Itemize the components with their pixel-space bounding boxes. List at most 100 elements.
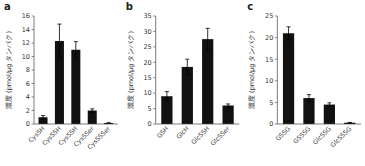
error-cap xyxy=(57,57,61,58)
error-cap xyxy=(57,24,61,25)
y-tick-label: 2 xyxy=(26,107,30,115)
error-cap xyxy=(41,115,45,116)
panel-label: a xyxy=(4,1,11,12)
error-bar xyxy=(327,103,331,106)
y-tick xyxy=(32,110,35,111)
x-tick-label: GSSG xyxy=(274,125,291,142)
y-axis-label: 濃度 (pmol/μg タンパク) xyxy=(127,31,135,109)
y-tick xyxy=(275,59,278,60)
x-axis xyxy=(156,124,240,125)
bar xyxy=(222,105,233,124)
bar xyxy=(303,98,314,124)
x-tick-label: CysSSSer xyxy=(86,124,113,151)
bars xyxy=(39,24,114,124)
y-tick xyxy=(275,124,278,125)
y-tick-label: 0 xyxy=(26,120,30,128)
y-tick-label: 8 xyxy=(26,66,30,74)
error-line xyxy=(288,27,289,40)
error-cap xyxy=(185,59,189,60)
error-bar xyxy=(165,92,169,101)
y-tick xyxy=(32,70,35,71)
x-tick-label: GlcH xyxy=(175,125,190,140)
x-axis xyxy=(34,124,118,125)
error-cap xyxy=(226,107,230,108)
error-cap xyxy=(165,100,169,101)
error-line xyxy=(207,28,208,50)
y-tick xyxy=(32,124,35,125)
error-cap xyxy=(327,106,331,107)
error-line xyxy=(92,109,93,112)
error-cap xyxy=(90,112,94,113)
error-cap xyxy=(74,41,78,42)
y-tick xyxy=(153,77,156,78)
panel-label: b xyxy=(126,1,133,12)
y-tick-label: 30 xyxy=(143,28,151,36)
bar xyxy=(202,39,213,124)
y-tick xyxy=(153,31,156,32)
y-tick-label: 12 xyxy=(22,39,30,47)
error-cap xyxy=(287,26,291,27)
error-cap xyxy=(107,123,111,124)
y-tick-label: 16 xyxy=(22,12,30,20)
y-tick-label: 10 xyxy=(265,77,273,85)
y-tick-label: 14 xyxy=(22,26,30,34)
error-cap xyxy=(348,122,352,123)
error-bar xyxy=(287,27,291,40)
y-tick-label: 5 xyxy=(148,105,152,113)
y-tick xyxy=(32,43,35,44)
y-tick-label: 25 xyxy=(265,12,273,20)
x-tick-label: GSH xyxy=(155,125,170,140)
bar xyxy=(71,50,80,124)
error-bar xyxy=(107,122,111,124)
y-tick xyxy=(32,16,35,17)
y-tick xyxy=(153,16,156,17)
panel: a0246810121416CysSHCysSSHCysSSHCysSSerCy… xyxy=(4,1,118,151)
y-axis-label: 濃度 (pmol/μg タンパク) xyxy=(5,31,13,109)
bars xyxy=(283,27,355,124)
bar xyxy=(182,67,193,124)
error-cap xyxy=(206,49,210,50)
error-bar xyxy=(41,116,45,119)
y-tick xyxy=(32,56,35,57)
panel: b05101520253035GSHGlcHGlcSSHGlcSSer濃度 (p… xyxy=(126,1,240,147)
error-bar xyxy=(206,28,210,50)
bar xyxy=(283,33,294,124)
y-tick xyxy=(153,62,156,63)
y-tick xyxy=(153,124,156,125)
error-bar xyxy=(74,42,78,58)
error-bar xyxy=(348,122,352,123)
error-cap xyxy=(226,103,230,104)
error-cap xyxy=(287,39,291,40)
y-tick-label: 15 xyxy=(265,56,273,64)
error-line xyxy=(166,92,167,101)
error-bar xyxy=(307,95,311,102)
x-axis xyxy=(277,124,361,125)
y-axis xyxy=(277,16,278,124)
x-tick-label: GlcSSer xyxy=(209,124,231,146)
y-tick xyxy=(275,102,278,103)
error-cap xyxy=(348,122,352,123)
y-tick xyxy=(153,108,156,109)
y-tick xyxy=(275,16,278,17)
error-cap xyxy=(327,102,331,103)
y-tick-label: 25 xyxy=(143,43,151,51)
y-axis-label: 濃度 (pmol/μg タンパク) xyxy=(248,31,256,109)
y-tick-label: 0 xyxy=(269,120,273,128)
panel: c0510152025GSSGGSSSGGlcSSGGlcSSSG濃度 (pmo… xyxy=(247,1,361,148)
y-tick xyxy=(275,37,278,38)
panel-label: c xyxy=(247,1,253,12)
error-line xyxy=(59,24,60,58)
error-cap xyxy=(206,28,210,29)
figure: a0246810121416CysSHCysSSHCysSSHCysSSerCy… xyxy=(0,0,365,166)
bar xyxy=(88,111,97,125)
y-tick xyxy=(153,93,156,94)
y-tick-label: 35 xyxy=(143,12,151,20)
error-cap xyxy=(165,91,169,92)
error-line xyxy=(43,116,44,119)
error-line xyxy=(187,59,188,74)
x-tick-label: GlcSSH xyxy=(190,125,211,146)
error-cap xyxy=(90,108,94,109)
y-tick-label: 10 xyxy=(22,53,30,61)
error-cap xyxy=(41,118,45,119)
y-tick xyxy=(275,80,278,81)
